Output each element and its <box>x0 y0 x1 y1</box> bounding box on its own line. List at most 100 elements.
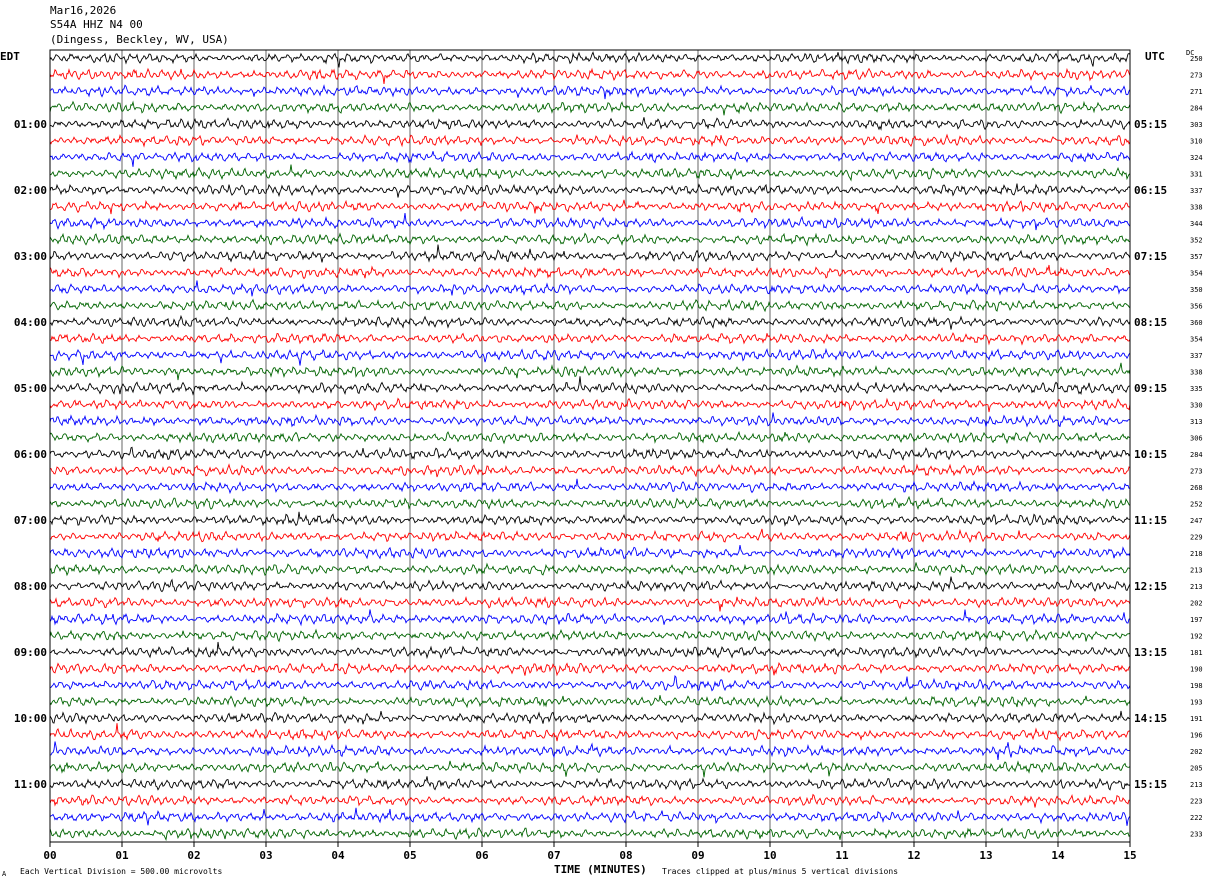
seismic-trace <box>49 827 1131 842</box>
seismic-trace <box>49 710 1131 726</box>
seismic-trace <box>49 67 1131 85</box>
dc-offset-label: 284 <box>1190 105 1203 113</box>
dc-offset-label: 218 <box>1190 550 1203 558</box>
seismic-trace <box>49 150 1131 167</box>
x-tick-label: 09 <box>691 849 704 862</box>
dc-offset-label: 252 <box>1190 501 1203 509</box>
seismic-trace <box>49 164 1131 182</box>
seismic-trace <box>49 298 1131 313</box>
dc-offset-label: 335 <box>1190 385 1203 393</box>
left-hour-label: 03:00 <box>14 250 47 263</box>
dc-offset-label: 310 <box>1190 138 1203 146</box>
dc-offset-label: 337 <box>1190 352 1203 360</box>
dc-offset-label: 250 <box>1190 55 1203 63</box>
left-hour-label: 08:00 <box>14 580 47 593</box>
seismic-trace <box>49 84 1131 100</box>
left-hour-label: 04:00 <box>14 316 47 329</box>
left-hour-labels: 01:00 02:00 03:00 04:00 05:00 06:00 07:00 08:00… <box>14 118 47 791</box>
seismic-trace <box>49 576 1131 593</box>
dc-offset-label: 223 <box>1190 798 1203 806</box>
x-tick-label: 12 <box>907 849 920 862</box>
dc-offset-label: 360 <box>1190 319 1203 327</box>
x-tick-label: 01 <box>115 849 129 862</box>
seismic-trace <box>49 694 1131 709</box>
x-tick-label: 08 <box>619 849 632 862</box>
x-tick-label: 03 <box>259 849 272 862</box>
dc-offset-label: 247 <box>1190 517 1203 525</box>
date-title: Mar16,2026 <box>50 4 117 17</box>
footer-mark: A <box>2 870 7 878</box>
seismic-trace <box>49 244 1131 263</box>
seismic-trace <box>50 199 1131 215</box>
x-tick-label: 05 <box>403 849 416 862</box>
seismic-trace <box>49 446 1131 461</box>
left-hour-label: 01:00 <box>14 118 47 131</box>
dc-offset-label: 330 <box>1190 402 1203 410</box>
seismic-trace <box>49 314 1131 330</box>
dc-offset-label: 213 <box>1190 567 1203 575</box>
x-tick-label: 06 <box>475 849 489 862</box>
station-location-title: (Dingess, Beckley, WV, USA) <box>50 33 229 46</box>
x-tick-label: 15 <box>1123 849 1136 862</box>
dc-offset-label: 273 <box>1190 72 1203 80</box>
seismic-trace <box>49 100 1131 116</box>
seismic-trace <box>49 117 1131 131</box>
dc-offset-label: 354 <box>1190 336 1203 344</box>
dc-offset-label: 192 <box>1190 633 1203 641</box>
left-timezone-label: EDT <box>0 50 20 63</box>
dc-offset-label: 202 <box>1190 600 1203 608</box>
x-tick-label: 11 <box>835 849 849 862</box>
seismic-trace <box>49 562 1131 577</box>
right-hour-label: 05:15 <box>1134 118 1167 131</box>
x-tick-label: 00 <box>43 849 56 862</box>
seismic-trace <box>49 264 1131 280</box>
dc-offset-label: 222 <box>1190 814 1203 822</box>
left-hour-label: 02:00 <box>14 184 47 197</box>
dc-offset-label: 337 <box>1190 187 1203 195</box>
right-timezone-label: UTC <box>1145 50 1165 63</box>
dc-offset-label: 193 <box>1190 699 1203 707</box>
dc-offset-label: 213 <box>1190 781 1203 789</box>
dc-offset-label: 331 <box>1190 171 1203 179</box>
seismic-trace <box>49 674 1131 692</box>
dc-offset-label: 229 <box>1190 534 1203 542</box>
seismic-trace <box>49 609 1131 627</box>
dc-offset-label: 233 <box>1190 831 1203 839</box>
dc-offset-label: 190 <box>1190 666 1203 674</box>
dc-offset-label: 213 <box>1190 583 1203 591</box>
clip-note: Traces clipped at plus/minus 5 vertical … <box>662 867 899 876</box>
left-hour-label: 09:00 <box>14 646 47 659</box>
left-hour-label: 05:00 <box>14 382 47 395</box>
dc-offset-label: 181 <box>1190 649 1203 657</box>
dc-offset-labels: 250 273 271 284 303 310 324 331 337 338 344 352 357 3… <box>1190 55 1203 839</box>
x-tick-label: 14 <box>1051 849 1065 862</box>
seismic-trace <box>49 213 1131 231</box>
dc-offset-label: 273 <box>1190 468 1203 476</box>
dc-offset-label: 324 <box>1190 154 1203 162</box>
right-hour-label: 13:15 <box>1134 646 1167 659</box>
right-hour-label: 09:15 <box>1134 382 1167 395</box>
dc-offset-label: 196 <box>1190 732 1203 740</box>
right-hour-label: 06:15 <box>1134 184 1167 197</box>
seismic-trace <box>49 641 1131 660</box>
dc-offset-label: 271 <box>1190 88 1203 96</box>
dc-offset-label: 357 <box>1190 253 1203 261</box>
seismic-trace <box>49 362 1131 381</box>
left-hour-label: 11:00 <box>14 778 47 791</box>
dc-offset-label: 344 <box>1190 220 1203 228</box>
seismic-trace <box>49 595 1131 612</box>
dc-offset-label: 191 <box>1190 715 1203 723</box>
x-axis-title: TIME (MINUTES) <box>554 863 647 876</box>
x-tick-label: 07 <box>547 849 560 862</box>
right-hour-label: 07:15 <box>1134 250 1167 263</box>
seismic-trace <box>49 463 1131 478</box>
seismic-trace <box>49 232 1130 247</box>
seismic-trace <box>49 723 1131 742</box>
dc-offset-label: 205 <box>1190 765 1203 773</box>
right-hour-labels: 05:15 06:15 07:15 08:15 09:15 10:15 11:15 12:15… <box>1134 118 1167 791</box>
seismic-trace <box>49 776 1131 791</box>
dc-offset-label: 350 <box>1190 286 1203 294</box>
left-hour-label: 10:00 <box>14 712 47 725</box>
scale-note: Each Vertical Division = 500.00 microvol… <box>20 867 223 876</box>
